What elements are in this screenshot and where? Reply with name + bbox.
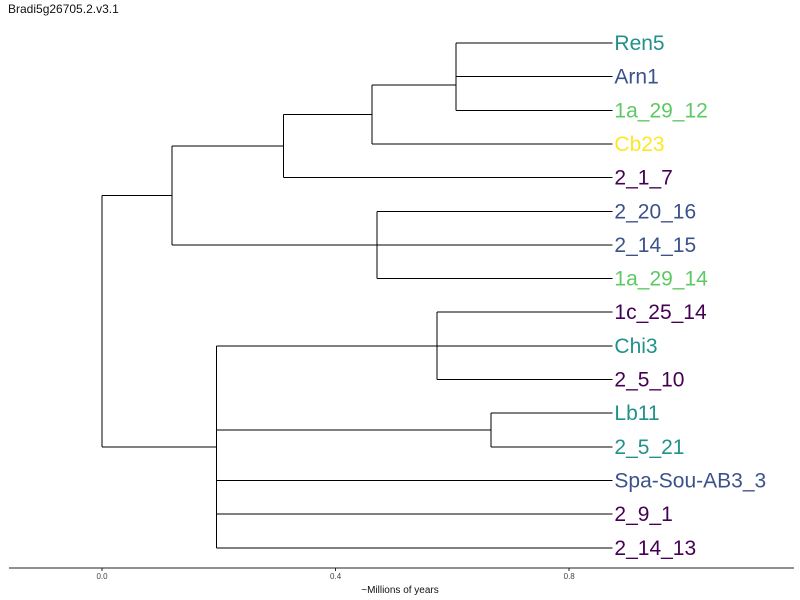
time-axis: 0.0 0.4 0.8 ~Millions of years: [9, 567, 794, 596]
leaf-label: 2_5_10: [614, 369, 684, 392]
axis-tick-label: 0.8: [564, 572, 576, 581]
axis-ticks: 0.0 0.4 0.8: [96, 568, 575, 581]
leaf-label: Ren5: [614, 32, 664, 55]
leaf-label: 1a_29_14: [614, 268, 708, 291]
leaf-label: 1a_29_12: [614, 99, 707, 122]
leaf-label: 2_1_7: [614, 167, 672, 190]
leaf-label: 2_5_21: [614, 436, 684, 459]
leaf-label: Cb23: [614, 133, 664, 156]
leaf-label: Lb11: [614, 402, 659, 425]
leaf-label: Spa-Sou-AB3_3: [614, 469, 766, 492]
figure-title: Bradi5g26705.2.v3.1: [8, 2, 119, 16]
axis-tick-label: 0.0: [96, 572, 108, 581]
leaf-label: 1c_25_14: [614, 301, 707, 324]
axis-label: ~Millions of years: [361, 585, 439, 596]
leaf-label: 2_20_16: [614, 200, 696, 223]
leaf-label: 2_14_13: [614, 537, 696, 560]
axis-tick-label: 0.4: [330, 572, 342, 581]
tree-branches: [101, 42, 613, 549]
leaf-label: Chi3: [614, 335, 657, 358]
leaf-label: Arn1: [614, 66, 658, 89]
leaf-label: 2_14_15: [614, 234, 696, 257]
leaf-label: 2_9_1: [614, 503, 672, 526]
leaf-labels: Ren5 Arn1 1a_29_12 Cb23 2_1_7 2_20_16 2_14_15 1…: [614, 32, 766, 560]
